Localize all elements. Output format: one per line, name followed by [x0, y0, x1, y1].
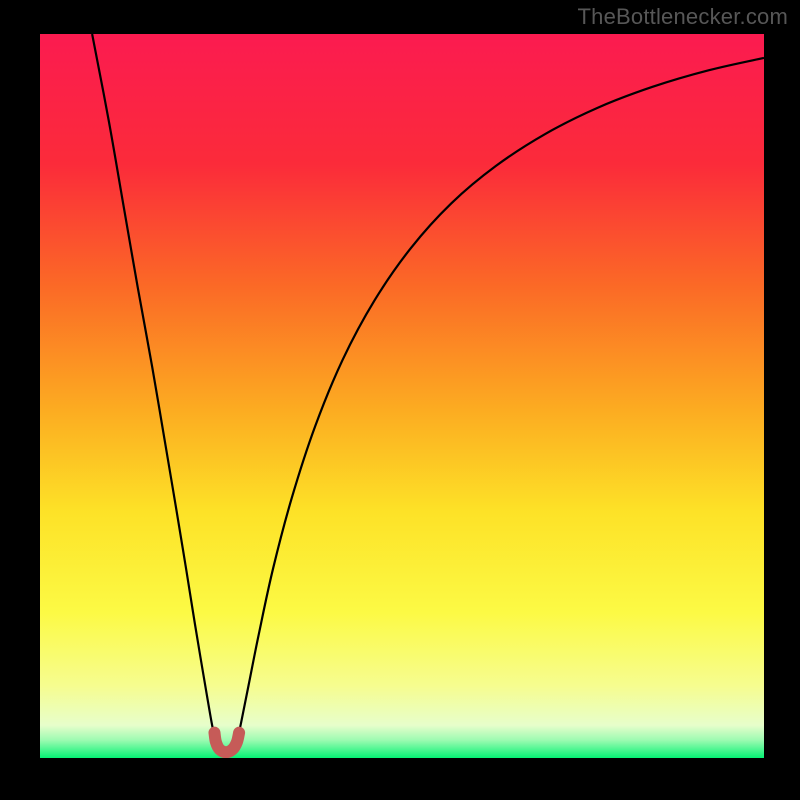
watermark-text: TheBottlenecker.com	[578, 4, 788, 30]
curve-layer	[40, 34, 764, 758]
right-branch-curve	[237, 58, 764, 742]
left-branch-curve	[92, 34, 216, 742]
dip-u-marker	[214, 733, 239, 753]
plot-area	[40, 34, 764, 758]
chart-stage: TheBottlenecker.com	[0, 0, 800, 800]
